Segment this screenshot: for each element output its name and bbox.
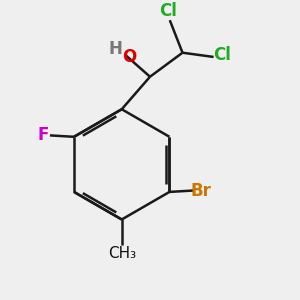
Text: F: F (37, 126, 49, 144)
Text: H: H (108, 40, 122, 58)
Text: Cl: Cl (213, 46, 231, 64)
Text: Cl: Cl (159, 2, 177, 20)
Text: CH₃: CH₃ (108, 247, 136, 262)
Text: Br: Br (191, 182, 212, 200)
Text: O: O (122, 48, 136, 66)
